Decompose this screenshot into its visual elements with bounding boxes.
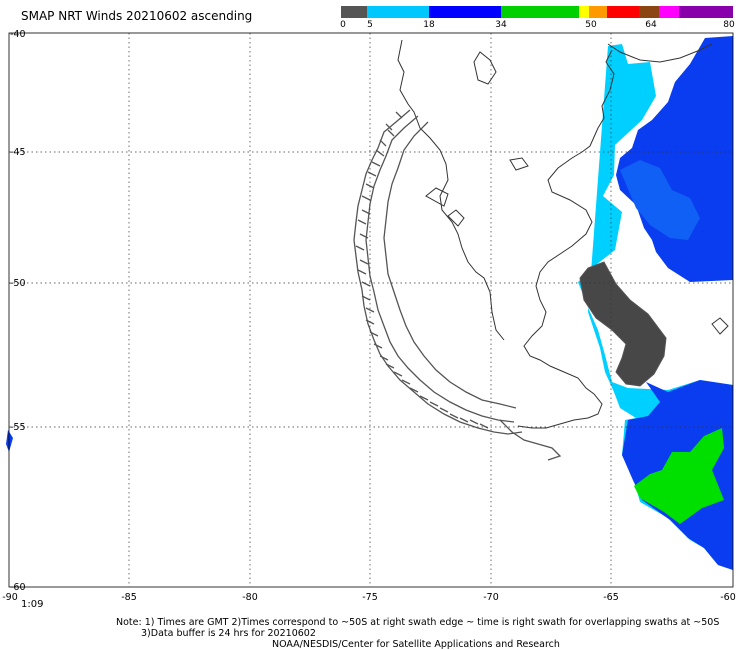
wind-swath (6, 36, 733, 570)
graticule (9, 33, 733, 587)
colorbar-segment (367, 6, 429, 18)
swath-green-region (634, 428, 724, 524)
lon-label: -65 (603, 592, 619, 603)
swath-calm-region (579, 261, 667, 387)
colorbar-segment (679, 6, 733, 18)
footer-note-line2: 3)Data buffer is 24 hrs for 20210602 (141, 628, 316, 639)
lat-label: -50 (10, 278, 26, 289)
page-title: SMAP NRT Winds 20210602 ascending (21, 9, 253, 23)
colorbar-label-50: 50 (585, 20, 597, 30)
lon-label: -60 (720, 592, 736, 603)
swath-edge-fragment (6, 430, 13, 452)
colorbar-label-80: 80 (723, 20, 735, 30)
colorbar-segment (659, 6, 679, 18)
colorbar-segment (589, 6, 607, 18)
lon-label: -80 (242, 592, 258, 603)
wind-speed-colorbar (341, 6, 733, 18)
swath-time-label: 1:09 (21, 599, 44, 610)
colorbar-segment (501, 6, 579, 18)
lon-label: -75 (362, 592, 378, 603)
lon-label: -90 (2, 592, 18, 603)
fjord-coast (353, 109, 562, 461)
lon-label: -85 (121, 592, 137, 603)
colorbar-labels: 0 5 18 34 50 64 80 (340, 20, 735, 32)
colorbar-segment (341, 6, 367, 18)
colorbar-label-5: 5 (367, 20, 373, 30)
colorbar-segment (607, 6, 639, 18)
footer-note-line1: Note: 1) Times are GMT 2)Times correspon… (116, 617, 720, 628)
lon-label: -70 (483, 592, 499, 603)
swath-blue-patch (620, 160, 700, 240)
footer-credit: NOAA/NESDIS/Center for Satellite Applica… (272, 639, 560, 650)
colorbar-segment (429, 6, 501, 18)
colorbar-segment (579, 6, 589, 18)
map-frame (8, 32, 734, 588)
lat-label: -45 (10, 147, 26, 158)
colorbar-label-64: 64 (645, 20, 657, 30)
lat-label: -55 (10, 422, 26, 433)
swath-blue-upper (616, 36, 733, 282)
colorbar-label-0: 0 (340, 20, 346, 30)
colorbar-label-34: 34 (495, 20, 507, 30)
latitude-labels: -40 -45 -50 -55 -60 (10, 29, 26, 593)
colorbar-label-18: 18 (423, 20, 435, 30)
colorbar-segment (639, 6, 659, 18)
lat-label: -40 (10, 29, 26, 40)
lat-label: -60 (10, 582, 26, 593)
longitude-labels: -90 -85 -80 -75 -70 -65 -60 (2, 592, 736, 603)
